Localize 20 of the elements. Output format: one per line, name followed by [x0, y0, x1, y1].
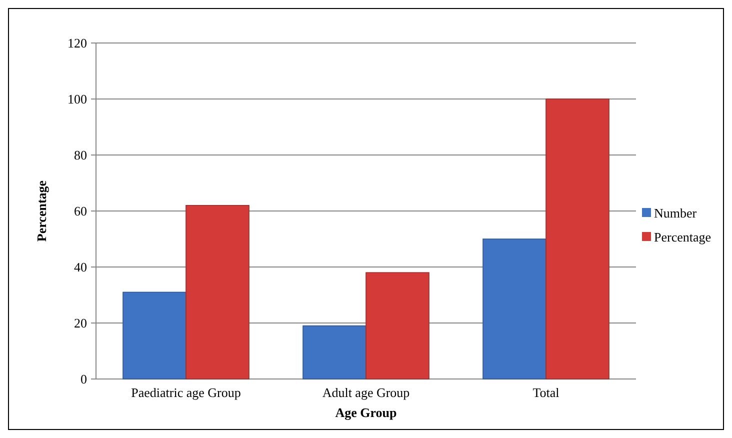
y-tick-label: 60	[74, 204, 87, 219]
legend-label: Percentage	[654, 230, 712, 245]
y-tick-label: 40	[74, 260, 87, 275]
bar	[366, 272, 430, 380]
x-tick-label: Total	[532, 385, 560, 400]
x-axis-title: Age Group	[335, 405, 397, 420]
legend-label: Number	[654, 206, 698, 221]
bar	[302, 325, 366, 380]
bar	[482, 238, 546, 380]
y-tick-label: 120	[68, 36, 87, 51]
bar	[546, 98, 610, 380]
x-tick-label: Adult age Group	[322, 385, 410, 400]
x-tick-label: Paediatric age Group	[131, 385, 241, 400]
y-tick-label: 0	[80, 372, 87, 387]
y-tick-label: 80	[74, 148, 87, 163]
bar	[122, 292, 186, 380]
y-tick-label: 100	[68, 92, 87, 107]
y-axis-title: Percentage	[34, 180, 49, 242]
y-tick-label: 20	[74, 316, 87, 331]
bar	[186, 205, 250, 380]
